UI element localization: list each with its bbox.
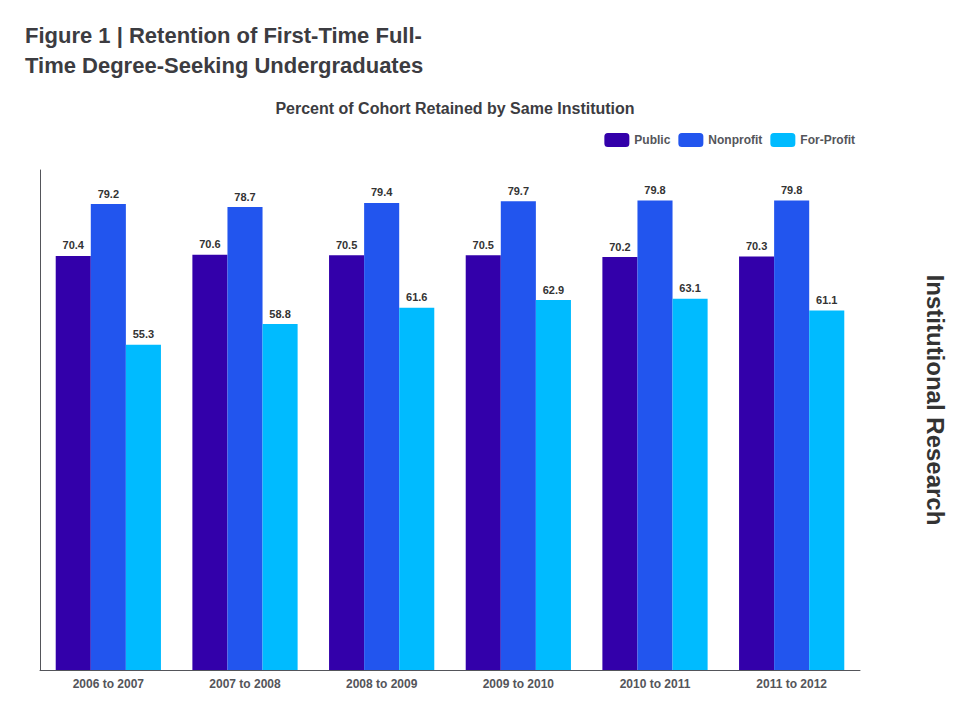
svg-text:79.8: 79.8 <box>644 184 665 196</box>
svg-text:2010 to 2011: 2010 to 2011 <box>620 677 691 691</box>
svg-text:63.1: 63.1 <box>679 282 700 294</box>
svg-text:Figure 1 | Retention of First-: Figure 1 | Retention of First-Time Full- <box>25 23 422 48</box>
svg-text:79.4: 79.4 <box>371 186 393 198</box>
svg-text:2011 to 2012: 2011 to 2012 <box>756 677 827 691</box>
svg-text:79.8: 79.8 <box>781 184 802 196</box>
svg-text:70.2: 70.2 <box>609 241 630 253</box>
svg-text:55.3: 55.3 <box>133 328 154 340</box>
svg-text:Nonprofit: Nonprofit <box>708 133 762 147</box>
svg-text:58.8: 58.8 <box>269 308 290 320</box>
svg-text:70.6: 70.6 <box>199 238 220 250</box>
svg-text:Institutional Research: Institutional Research <box>922 275 949 526</box>
svg-text:70.5: 70.5 <box>473 239 494 251</box>
svg-text:79.2: 79.2 <box>98 188 119 200</box>
svg-text:61.6: 61.6 <box>406 291 427 303</box>
svg-text:Percent of Cohort Retained by: Percent of Cohort Retained by Same Insti… <box>275 100 634 117</box>
svg-text:2007 to 2008: 2007 to 2008 <box>209 677 281 691</box>
svg-text:2008 to 2009: 2008 to 2009 <box>346 677 418 691</box>
svg-text:62.9: 62.9 <box>543 284 564 296</box>
svg-text:Public: Public <box>634 133 670 147</box>
svg-text:2009 to 2010: 2009 to 2010 <box>483 677 555 691</box>
svg-text:61.1: 61.1 <box>816 294 837 306</box>
svg-text:Time Degree-Seeking Undergradu: Time Degree-Seeking Undergraduates <box>25 53 423 78</box>
svg-text:70.4: 70.4 <box>63 239 85 251</box>
svg-text:79.7: 79.7 <box>508 185 529 197</box>
svg-text:For-Profit: For-Profit <box>800 133 855 147</box>
svg-text:78.7: 78.7 <box>234 191 255 203</box>
svg-text:2006 to 2007: 2006 to 2007 <box>73 677 145 691</box>
svg-text:70.3: 70.3 <box>746 240 767 252</box>
svg-text:70.5: 70.5 <box>336 239 357 251</box>
